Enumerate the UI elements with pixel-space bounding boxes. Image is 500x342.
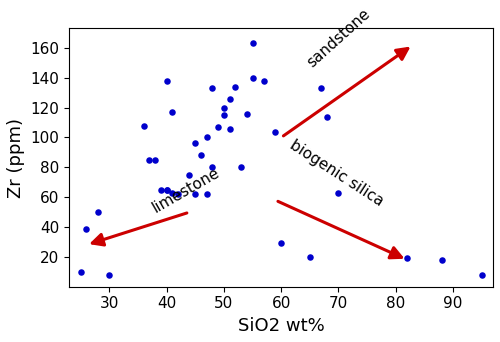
Point <box>140 123 147 128</box>
Point <box>277 241 285 246</box>
Point <box>82 226 90 231</box>
Point <box>334 190 342 196</box>
Point <box>243 111 251 116</box>
Point <box>191 192 199 197</box>
Point <box>106 272 114 278</box>
Point <box>94 209 102 215</box>
Point <box>202 192 210 197</box>
Point <box>162 187 170 193</box>
Point <box>214 124 222 130</box>
Point <box>403 256 411 261</box>
Point <box>174 192 182 197</box>
Point <box>157 187 165 193</box>
Point <box>168 190 176 196</box>
Point <box>151 157 159 162</box>
Point <box>146 157 154 162</box>
Point <box>248 75 256 80</box>
Point <box>306 254 314 260</box>
Text: sandstone: sandstone <box>304 6 373 70</box>
Text: biogenic silica: biogenic silica <box>287 137 386 209</box>
Point <box>478 272 486 278</box>
Point <box>232 84 239 90</box>
Point <box>317 86 325 91</box>
Point <box>323 114 331 119</box>
Point <box>168 109 176 115</box>
Point <box>260 78 268 83</box>
X-axis label: SiO2 wt%: SiO2 wt% <box>238 317 324 335</box>
Point <box>220 113 228 118</box>
Point <box>272 129 280 134</box>
Point <box>208 165 216 170</box>
Point <box>76 269 84 275</box>
Point <box>226 96 234 102</box>
Point <box>186 172 194 177</box>
Point <box>220 105 228 110</box>
Point <box>237 165 245 170</box>
Point <box>162 78 170 83</box>
Point <box>197 153 205 158</box>
Y-axis label: Zr (ppm): Zr (ppm) <box>7 118 25 198</box>
Point <box>162 187 170 193</box>
Point <box>392 253 400 258</box>
Text: limestone: limestone <box>150 165 222 215</box>
Point <box>248 41 256 46</box>
Point <box>208 86 216 91</box>
Point <box>438 257 446 263</box>
Point <box>226 126 234 131</box>
Point <box>191 141 199 146</box>
Point <box>202 135 210 140</box>
